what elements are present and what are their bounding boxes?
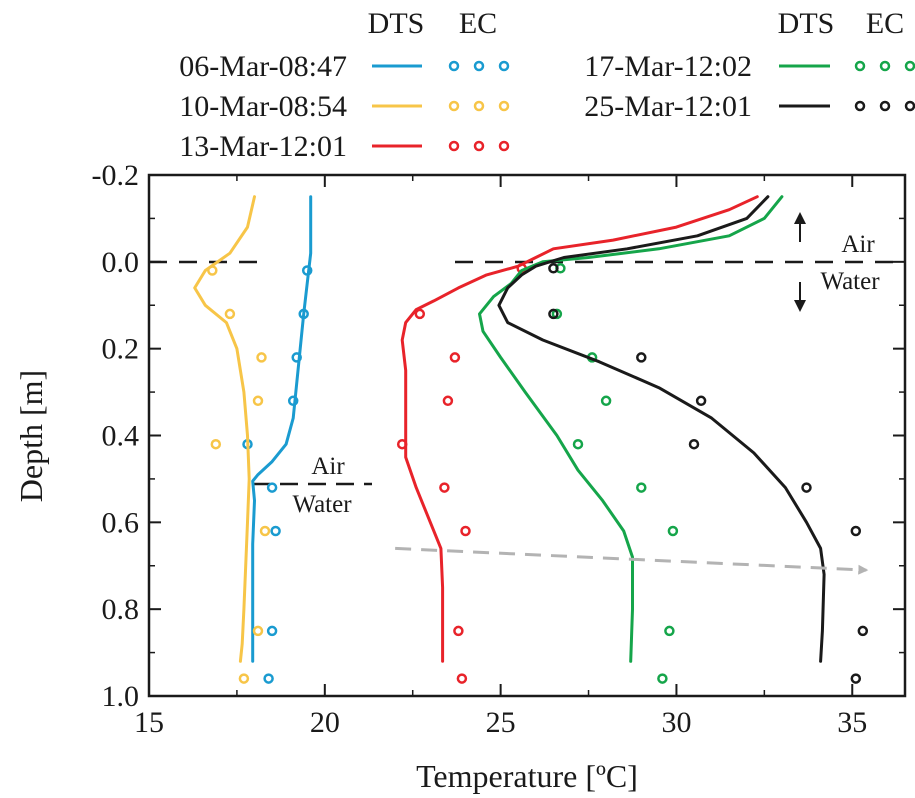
ec-point-3 [442, 395, 454, 407]
ec-point-2 [252, 625, 264, 637]
axes-layer: 15 20 25 30 35 -0.2 0.0 0.2 0.4 0.6 0.8 1.0 [92, 159, 905, 739]
ec-point-1 [266, 482, 278, 493]
y-tick-label: -0.2 [92, 159, 140, 192]
ec-point-4 [600, 395, 612, 407]
legend-ec-marker-4 [904, 60, 915, 72]
dts-line-2 [193, 195, 256, 663]
ec-point-5 [695, 395, 707, 407]
ec-point-5 [636, 352, 647, 363]
ec-point-5 [548, 263, 559, 274]
legend-ec-marker-2 [448, 100, 460, 112]
ec-point-5 [857, 625, 869, 637]
ec-point-2 [259, 525, 271, 537]
ec-point-4 [667, 525, 679, 537]
legend-ec-marker-4 [879, 60, 891, 72]
annotation-air-main: Air [841, 231, 875, 258]
ec-point-5 [850, 525, 862, 537]
x-tick-label: 25 [486, 706, 516, 739]
dts-line-5 [497, 195, 826, 663]
ec-point-3 [453, 625, 464, 637]
y-tick-label: 0.0 [102, 246, 140, 279]
ec-point-1 [291, 352, 302, 363]
ec-point-2 [224, 308, 236, 320]
legend-label-1: 06-Mar-08:47 [179, 50, 347, 83]
x-tick-label: 20 [310, 706, 340, 739]
x-axis-label: Temperature [ºC] [416, 758, 638, 794]
legend-ec-marker-5 [879, 100, 891, 112]
ec-point-1 [270, 525, 281, 537]
x-tick-label: 15 [134, 706, 164, 739]
dts-line-1 [251, 195, 313, 663]
ec-point-2 [210, 438, 222, 450]
y-tick-label: 0.2 [102, 333, 140, 366]
series-layer [193, 195, 869, 684]
ec-point-4 [551, 308, 563, 320]
legend-ec-marker-1 [473, 60, 485, 72]
ec-point-3 [460, 525, 471, 537]
ec-point-2 [207, 265, 218, 276]
legend-label-4: 17-Mar-12:02 [584, 50, 752, 83]
legend-ec-marker-2 [498, 100, 510, 112]
legend-ec-marker-3 [448, 140, 460, 152]
ec-point-3 [414, 308, 426, 320]
ec-point-1 [287, 395, 299, 407]
ec-point-4 [572, 438, 584, 450]
annotation-water-secondary: Water [292, 491, 352, 518]
legend: DTS EC DTS EC 06-Mar-08:47 10-Mar-08:54 13… [179, 7, 915, 163]
ec-point-5 [548, 308, 559, 320]
legend-header-ec-2: EC [866, 7, 904, 40]
x-tick-label: 30 [661, 706, 691, 739]
ec-point-2 [238, 673, 250, 684]
ec-point-4 [657, 673, 668, 684]
y-tick-label: 1.0 [102, 680, 140, 713]
legend-header-dts-2: DTS [778, 7, 835, 40]
legend-ec-marker-3 [473, 140, 485, 152]
legend-ec-marker-4 [854, 60, 866, 72]
legend-header-ec-1: EC [459, 7, 497, 40]
y-tick-label: 0.6 [102, 506, 140, 539]
plot-frame [147, 173, 907, 698]
ec-point-3 [439, 482, 450, 493]
ec-point-1 [298, 308, 309, 320]
trend-arrow [395, 546, 869, 575]
ec-point-1 [266, 625, 278, 637]
legend-ec-marker-1 [498, 60, 510, 72]
ec-point-2 [252, 395, 264, 407]
annotation-air-secondary: Air [311, 453, 345, 480]
ec-point-2 [256, 352, 267, 363]
annotation-water-main: Water [820, 268, 880, 295]
ec-point-5 [688, 438, 700, 450]
ec-point-5 [801, 482, 812, 493]
legend-ec-marker-5 [904, 100, 915, 112]
y-tick-label: 0.8 [102, 593, 140, 626]
legend-ec-marker-3 [498, 140, 510, 152]
ec-point-4 [636, 482, 647, 493]
ec-point-3 [456, 673, 468, 684]
ec-point-5 [850, 673, 862, 684]
legend-ec-marker-5 [854, 100, 866, 112]
ec-point-1 [301, 265, 313, 276]
legend-header-dts-1: DTS [368, 7, 425, 40]
legend-label-2: 10-Mar-08:54 [179, 90, 347, 123]
ec-point-3 [396, 438, 408, 450]
ec-point-3 [449, 352, 461, 363]
dts-line-4 [478, 195, 784, 663]
x-tick-label: 35 [837, 706, 867, 739]
dts-line-3 [400, 195, 759, 663]
legend-ec-marker-1 [448, 60, 460, 72]
ec-point-1 [263, 673, 274, 684]
legend-label-5: 25-Mar-12:01 [584, 90, 752, 123]
y-axis-label: Depth [m] [13, 370, 49, 502]
legend-label-3: 13-Mar-12:01 [179, 130, 347, 163]
legend-ec-marker-2 [473, 100, 485, 112]
y-tick-label: 0.4 [102, 420, 140, 453]
ec-point-4 [664, 625, 675, 637]
